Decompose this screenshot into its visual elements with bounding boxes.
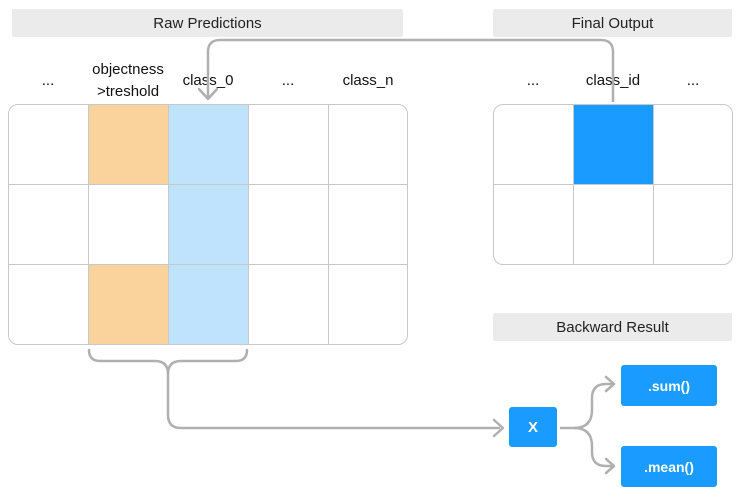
final-col-label-class-id: class_id — [585, 72, 641, 89]
raw-cell — [329, 265, 407, 344]
backward-result-header: Backward Result — [493, 313, 732, 341]
raw-cell — [329, 185, 407, 265]
raw-col-label-class-0: class_0 — [182, 72, 234, 89]
raw-col-label-ellipsis-1: ... — [41, 72, 55, 89]
final-cell — [654, 185, 732, 264]
x-to-mean-arrowhead — [604, 457, 616, 475]
raw-cell-class-0 — [169, 265, 249, 344]
x-to-mean-arrow — [573, 426, 612, 468]
raw-cell-objectness — [89, 185, 169, 265]
final-cell — [574, 185, 654, 264]
brace-to-x-arrow — [166, 374, 500, 430]
raw-cell — [329, 105, 407, 185]
selection-brace — [87, 348, 249, 375]
raw-predictions-grid — [8, 104, 408, 345]
raw-cell-objectness — [89, 105, 169, 185]
raw-cell — [249, 265, 329, 344]
x-to-sum-arrow — [560, 382, 612, 430]
raw-cell — [249, 185, 329, 265]
final-col-label-ellipsis-1: ... — [526, 72, 540, 89]
final-cell — [494, 185, 574, 264]
raw-cell-objectness — [89, 265, 169, 344]
raw-cell — [249, 105, 329, 185]
final-col-label-ellipsis-2: ... — [686, 72, 700, 89]
final-output-grid — [493, 104, 733, 265]
final-output-header: Final Output — [493, 9, 732, 37]
raw-cell-class-0 — [169, 105, 249, 185]
raw-col-label-class-n: class_n — [342, 72, 394, 89]
raw-cell — [9, 265, 89, 344]
raw-cell-class-0 — [169, 185, 249, 265]
sum-button[interactable]: .sum() — [621, 365, 717, 406]
raw-predictions-header: Raw Predictions — [12, 9, 403, 37]
raw-cell — [9, 105, 89, 185]
final-cell — [654, 105, 732, 185]
brace-to-x-arrowhead — [492, 418, 505, 438]
x-to-sum-arrowhead — [604, 375, 616, 393]
mean-button[interactable]: .mean() — [621, 446, 717, 487]
final-cell — [494, 105, 574, 185]
x-operation-box: X — [509, 407, 557, 447]
raw-col-label-ellipsis-2: ... — [281, 72, 295, 89]
final-cell-class-id — [574, 105, 654, 185]
raw-cell — [9, 185, 89, 265]
raw-col-label-objectness: objectness >treshold — [92, 61, 164, 100]
